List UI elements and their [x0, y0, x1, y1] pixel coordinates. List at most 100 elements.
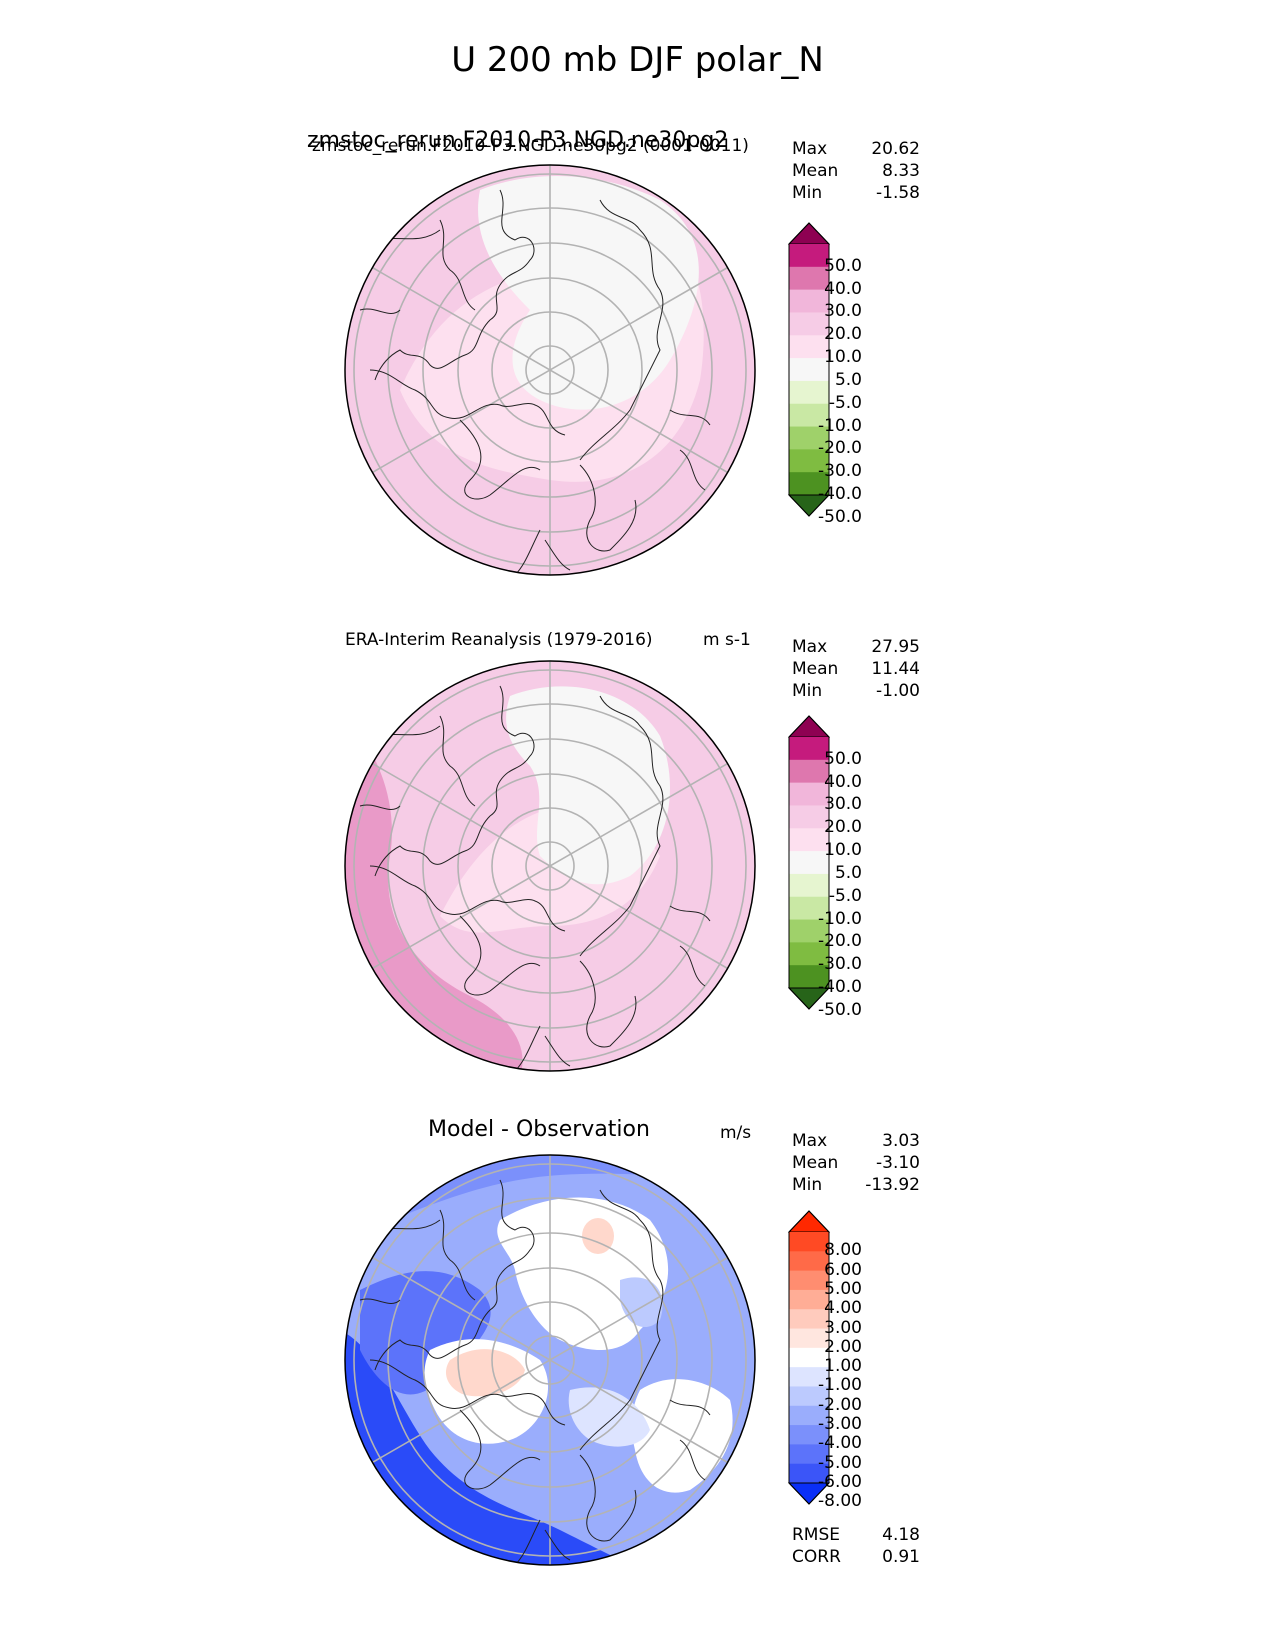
- panel1-colorbar-tick-label: 20.0: [824, 324, 862, 345]
- panel2-colorbar-tick-label: 10.0: [824, 840, 862, 861]
- panel3-colorbar-tick-label: 6.00: [824, 1259, 862, 1280]
- panel3-max-label: Max: [792, 1131, 828, 1151]
- panel2-map: [344, 660, 756, 1072]
- panel3-colorbar-tick-label: -5.00: [818, 1452, 862, 1473]
- panel2-mean-value: 11.44: [871, 659, 920, 679]
- panel2-max-value: 27.95: [871, 637, 920, 657]
- panel2-field-white: [506, 686, 670, 885]
- panel3-colorbar-extend-max: [788, 1210, 830, 1233]
- panel3-units: m/s: [720, 1123, 752, 1143]
- panel2-colorbar-tick-label: -40.0: [818, 977, 862, 997]
- panel3-min-label: Min: [792, 1175, 823, 1195]
- panel1-min-label: Min: [792, 183, 823, 203]
- panel1-colorbar: [788, 222, 830, 517]
- panel3-map-border: [344, 1154, 756, 1566]
- panel1-colorbar-segment: [789, 426, 829, 450]
- panel1-mean-label: Mean: [792, 161, 839, 181]
- panel1-colorbar-tick-label: -20.0: [818, 438, 862, 459]
- panel3-mean-label: Mean: [792, 1153, 839, 1173]
- panel1-colorbar-segment: [789, 289, 829, 313]
- panel3-colorbar-segment: [789, 1463, 829, 1484]
- panel3-colorbar-segment: [789, 1251, 829, 1272]
- panel2-colorbar-segment: [789, 965, 829, 989]
- panel1-coastlines: [359, 189, 711, 575]
- panel2-mean-label: Mean: [792, 659, 839, 679]
- panel2-title: ERA-Interim Reanalysis (1979-2016): [345, 630, 653, 650]
- panel3-graticule: [353, 1155, 747, 1565]
- panel3-colorbar-tick-label: -2.00: [818, 1394, 862, 1415]
- panel3-colorbar-segment: [789, 1444, 829, 1465]
- panel3-colorbar-segment: [789, 1405, 829, 1426]
- corr-value: 0.91: [882, 1547, 920, 1567]
- panel2-colorbar-tick-label: 30.0: [824, 794, 862, 815]
- panel1-mean-value: 8.33: [882, 161, 920, 181]
- panel3-colorbar-tick-label: -4.00: [818, 1433, 862, 1454]
- panel2-colorbar-segment: [789, 942, 829, 966]
- panel3-colorbar-segment: [789, 1425, 829, 1445]
- panel3-colorbar-tick-label: -1.00: [818, 1375, 862, 1396]
- panel1-colorbar-tick-label: -5.0: [828, 392, 862, 413]
- panel3-colorbar-segment: [789, 1328, 829, 1349]
- panel2-colorbar-tick-label: 50.0: [824, 748, 862, 769]
- panel1-colorbar-tick-label: -40.0: [818, 484, 862, 504]
- panel2-colorbar: [788, 715, 830, 1010]
- panel3-colorbar-segment: [789, 1289, 829, 1310]
- panel1-colorbar-tick-label: 40.0: [824, 278, 862, 299]
- panel2-colorbar-segment: [789, 919, 829, 943]
- panel3-field-red-center: [445, 1349, 525, 1397]
- panel3-colorbar-tick-label: -8.00: [818, 1491, 862, 1512]
- panel1-colorbar-segment: [789, 380, 829, 405]
- panel2-colorbar-extend-max: [788, 715, 830, 738]
- panel1-colorbar-segment: [789, 312, 829, 336]
- panel2-colorbar-tick-label: -10.0: [818, 908, 862, 929]
- panel3-colorbar-segment: [789, 1367, 829, 1387]
- panel3-colorbar-segment: [789, 1347, 829, 1368]
- panel1-min-value: -1.58: [876, 183, 920, 203]
- panel2-field-midpink: [345, 716, 523, 1071]
- panel1-colorbar-segment: [789, 244, 829, 268]
- panel1-colorbar-segment: [789, 335, 829, 359]
- panel2-colorbar-segment: [789, 782, 829, 806]
- panel3-stats: Max 3.03 Mean -3.10 Min -13.92: [792, 1130, 920, 1196]
- rmse-label: RMSE: [792, 1525, 841, 1545]
- panel1-subtitle: zmstoc_rerun.F2010-P3.NGD.ne30pg2 (0001-…: [312, 136, 749, 156]
- panel3-colorbar-segment: [789, 1386, 829, 1407]
- panel2-colorbar-tick-label: 20.0: [824, 817, 862, 838]
- panel2-min-label: Min: [792, 681, 823, 701]
- panel2-stats: Max 27.95 Mean 11.44 Min -1.00: [792, 636, 920, 702]
- panel1-colorbar-segment: [789, 358, 829, 382]
- panel1-colorbar-tick-label: -50.0: [818, 506, 862, 527]
- panel3-colorbar-segment: [789, 1309, 829, 1330]
- panel2-colorbar-segment: [789, 737, 829, 761]
- panel3-colorbar-outline: [788, 1210, 830, 1505]
- panel2-min-value: -1.00: [876, 681, 920, 701]
- panel3-colorbar-tick-label: 5.00: [824, 1278, 862, 1299]
- panel3-colorbar-segment: [789, 1270, 829, 1291]
- panel1-colorbar-tick-label: 30.0: [824, 301, 862, 322]
- corr-label: CORR: [792, 1547, 841, 1567]
- panel3-title: Model - Observation: [428, 1117, 650, 1142]
- panel1-colorbar-tick-label: 10.0: [824, 347, 862, 368]
- panel1-colorbar-extend-max: [788, 222, 830, 245]
- panel2-graticule: [353, 661, 747, 1071]
- panel1-colorbar-segment: [789, 403, 829, 428]
- panel3-mean-value: -3.10: [876, 1153, 920, 1173]
- panel3-min-value: -13.92: [865, 1175, 920, 1195]
- panel2-colorbar-tick-label: -50.0: [818, 999, 862, 1020]
- panel3-field-darkblue: [345, 1330, 640, 1565]
- panel3-colorbar-tick-label: -3.00: [818, 1414, 862, 1435]
- panel3-colorbar-tick-label: 3.00: [824, 1317, 862, 1338]
- panel3-colorbar: [788, 1210, 830, 1505]
- figure-title: U 200 mb DJF polar_N: [451, 40, 824, 80]
- panel2-colorbar-segment: [789, 759, 829, 784]
- rmse-value: 4.18: [882, 1525, 920, 1545]
- panel3-colorbar-tick-label: 4.00: [824, 1298, 862, 1319]
- panel2-colorbar-segment: [789, 873, 829, 898]
- panel1-colorbar-outline: [788, 222, 830, 517]
- panel2-colorbar-tick-label: 5.0: [834, 862, 862, 883]
- panel3-max-value: 3.03: [882, 1131, 920, 1151]
- panel1-colorbar-segment: [789, 449, 829, 473]
- panel3-colorbar-segment: [789, 1232, 829, 1252]
- panel2-colorbar-segment: [789, 805, 829, 829]
- panel3-colorbar-tick-label: 8.00: [824, 1240, 862, 1261]
